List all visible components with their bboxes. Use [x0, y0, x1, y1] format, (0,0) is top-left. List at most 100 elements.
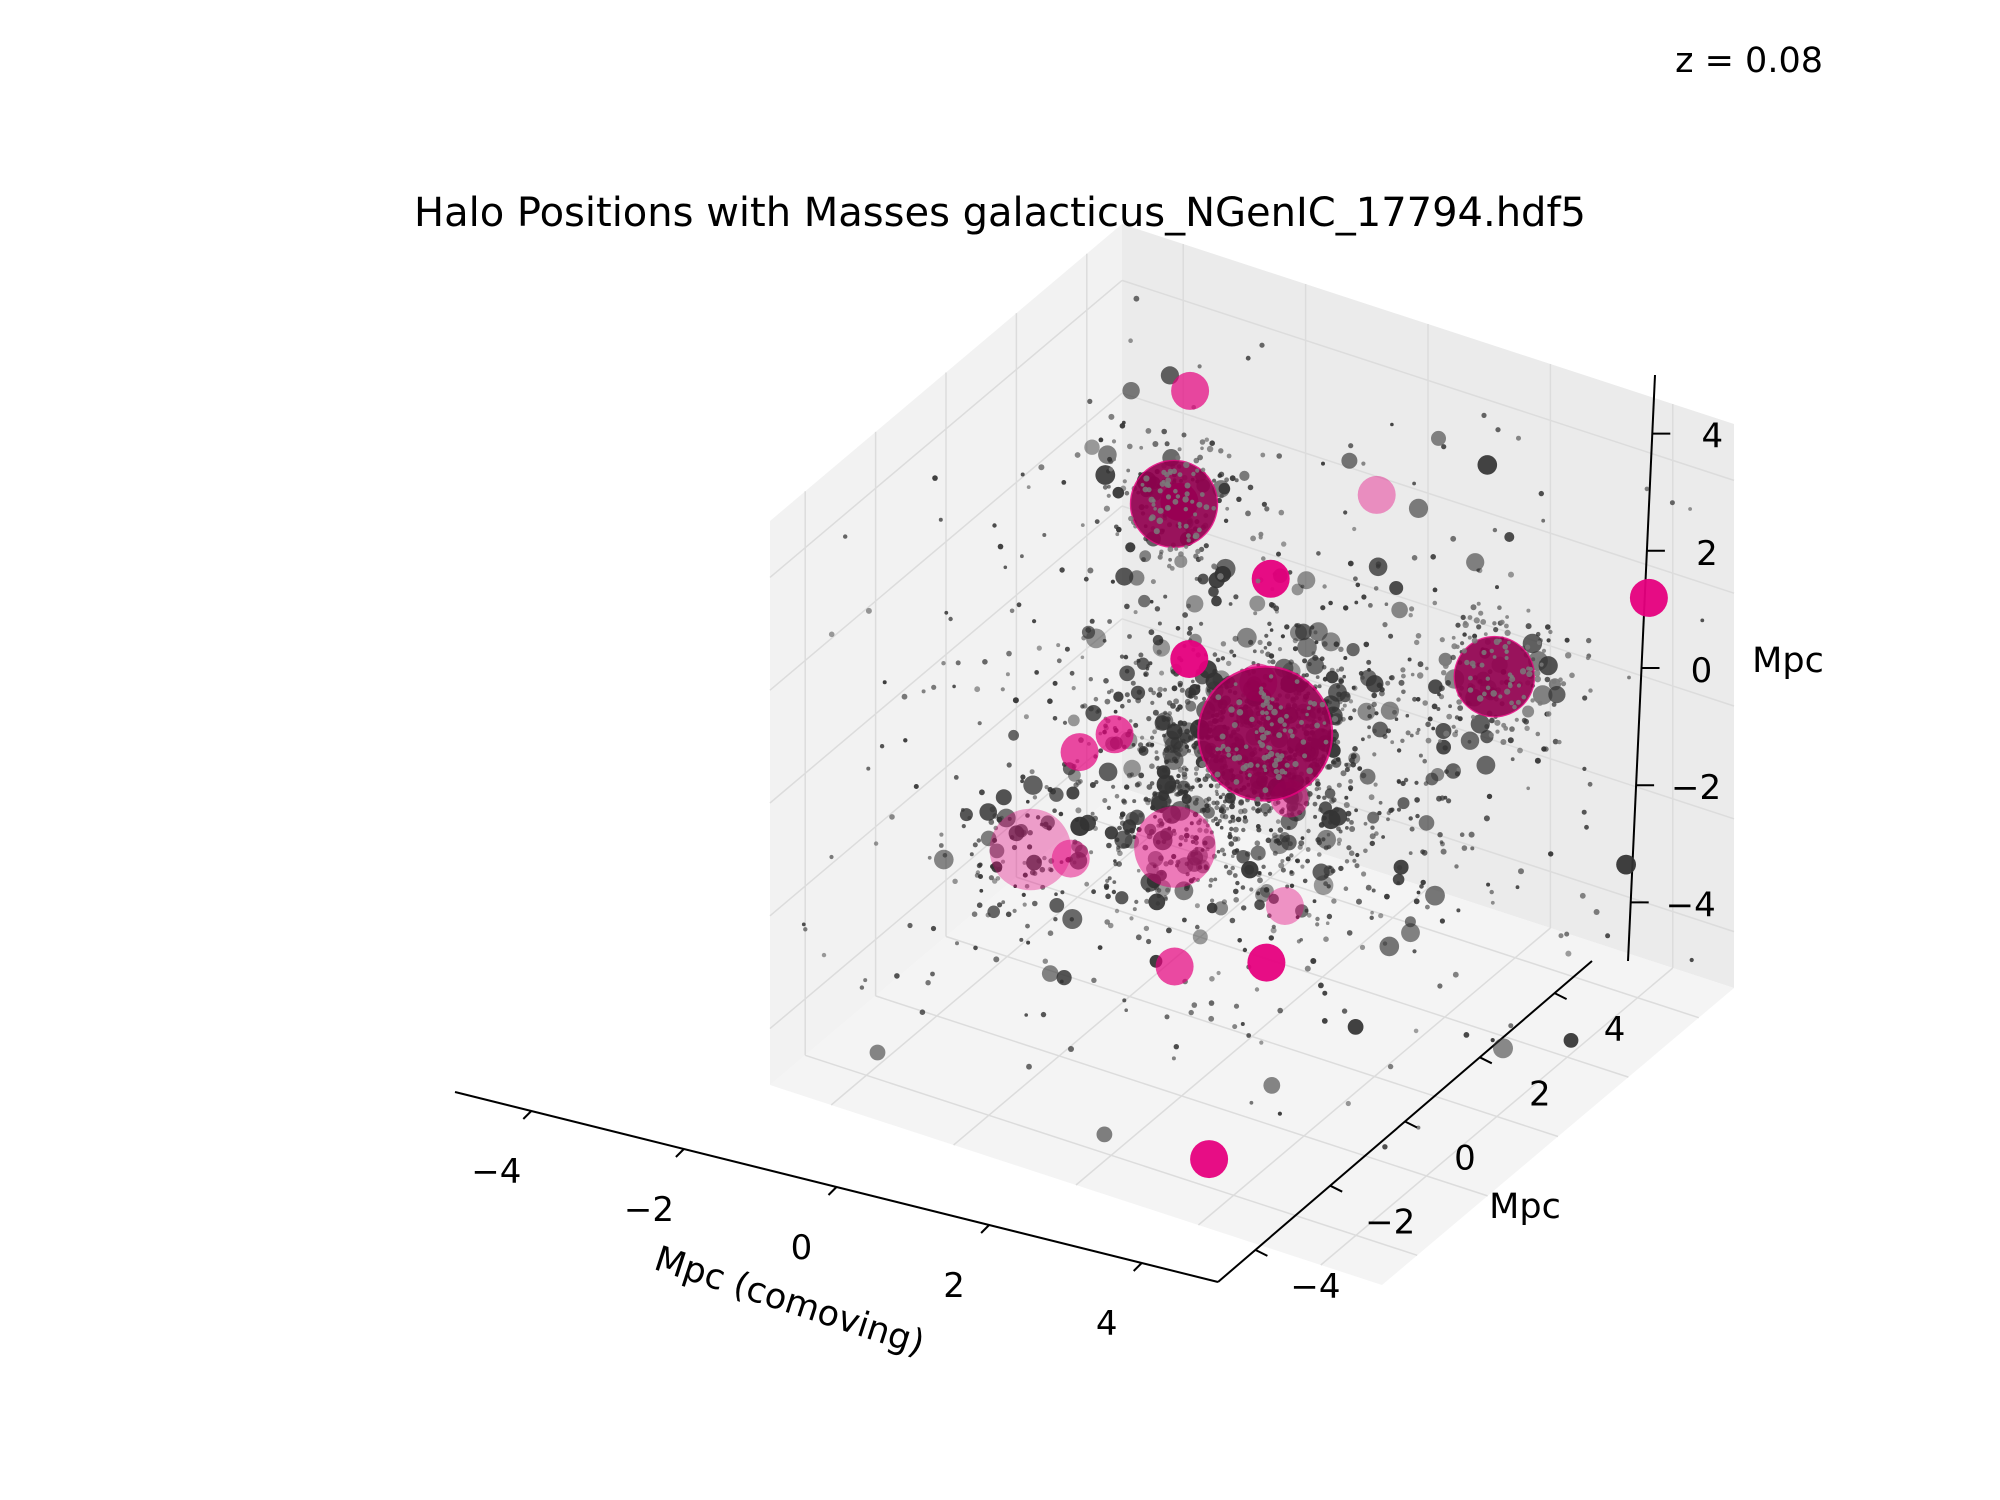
chart-title: Halo Positions with Masses galacticus_NG… — [414, 190, 1586, 236]
subhalo-point — [1052, 808, 1057, 813]
subhalo-point — [1295, 915, 1300, 919]
subhalo-point — [1202, 696, 1207, 702]
subhalo-point — [1184, 482, 1191, 489]
subhalo-point — [1302, 753, 1308, 759]
subhalo-point — [1226, 752, 1232, 758]
subhalo-point — [1379, 690, 1385, 697]
subhalo-point — [1386, 810, 1392, 816]
subhalo-point — [1440, 848, 1447, 855]
subhalo-point — [1401, 673, 1406, 679]
subhalo-point — [1233, 1003, 1240, 1009]
subhalo-point — [1150, 700, 1155, 706]
subhalo-point — [1200, 467, 1206, 472]
subhalo-point — [1299, 720, 1304, 725]
subhalo-point — [1192, 800, 1199, 806]
subhalo-point — [1405, 713, 1410, 718]
subhalo-point — [1439, 918, 1445, 924]
subhalo-point — [1237, 938, 1242, 943]
subhalo-point — [1467, 635, 1472, 640]
subhalo-point — [1124, 1008, 1128, 1012]
subhalo-point — [1587, 781, 1593, 787]
subhalo-point — [1090, 811, 1095, 816]
subhalo-point — [1288, 659, 1294, 665]
subhalo-point — [1182, 917, 1187, 923]
host-halo-core — [1454, 637, 1534, 717]
subhalo-point — [1276, 732, 1283, 739]
subhalo-point — [1356, 898, 1362, 905]
subhalo-point — [1335, 739, 1341, 745]
subhalo-point — [1300, 739, 1307, 745]
subhalo-point — [1236, 627, 1257, 648]
subhalo-point — [1287, 841, 1293, 847]
subhalo-point — [1312, 899, 1317, 904]
subhalo-point — [953, 775, 959, 780]
subhalo-point — [1431, 430, 1446, 446]
subhalo-point — [1189, 684, 1201, 696]
subhalo-point — [1534, 675, 1541, 683]
subhalo-point — [1314, 722, 1320, 729]
subhalo-point — [1367, 734, 1371, 739]
subhalo-point — [995, 789, 1012, 806]
subhalo-point — [1485, 676, 1491, 681]
subhalo-point — [1146, 938, 1152, 945]
subhalo-point — [1467, 739, 1472, 744]
subhalo-point — [1319, 656, 1325, 662]
subhalo-point — [1289, 853, 1294, 858]
subhalo-point — [1275, 819, 1281, 824]
subhalo-point — [1417, 661, 1424, 668]
subhalo-point — [1278, 705, 1284, 710]
subhalo-point — [1322, 990, 1328, 996]
subhalo-point — [1107, 876, 1112, 881]
subhalo-point — [1163, 687, 1167, 692]
subhalo-point — [1181, 765, 1187, 771]
subhalo-point — [1145, 743, 1150, 747]
subhalo-point — [1112, 486, 1125, 499]
subhalo-point — [1412, 949, 1417, 954]
subhalo-point — [1435, 723, 1452, 739]
subhalo-point — [1026, 854, 1042, 871]
subhalo-point — [829, 854, 834, 860]
subhalo-point — [1244, 851, 1251, 857]
subhalo-point — [1108, 467, 1114, 472]
subhalo-point — [1688, 507, 1692, 511]
subhalo-point — [1089, 782, 1096, 788]
subhalo-point — [1525, 623, 1532, 630]
subhalo-point — [1182, 496, 1189, 503]
subhalo-point — [1020, 472, 1025, 477]
subhalo-point — [1139, 445, 1144, 450]
subhalo-point — [1190, 499, 1195, 504]
subhalo-point — [1062, 720, 1068, 725]
subhalo-point — [1157, 488, 1163, 494]
subhalo-point — [1348, 699, 1354, 704]
subhalo-point — [1289, 870, 1294, 874]
subhalo-point — [1507, 737, 1514, 744]
subhalo-point — [1183, 461, 1190, 469]
subhalo-point — [1348, 850, 1355, 856]
subhalo-point — [967, 815, 972, 821]
subhalo-point — [1492, 527, 1498, 533]
subhalo-point — [1066, 786, 1080, 800]
subhalo-point — [1317, 852, 1322, 857]
subhalo-point — [1476, 624, 1482, 630]
subhalo-point — [1032, 619, 1037, 624]
subhalo-point — [1226, 869, 1233, 876]
subhalo-point — [1537, 656, 1542, 662]
subhalo-point — [1060, 890, 1065, 895]
subhalo-point — [1204, 437, 1210, 442]
subhalo-point — [1349, 820, 1354, 825]
subhalo-point — [1228, 602, 1233, 606]
subhalo-point — [1336, 782, 1342, 788]
subhalo-point — [1268, 828, 1274, 833]
subhalo-point — [1145, 666, 1150, 671]
subhalo-point — [1121, 799, 1128, 805]
subhalo-point — [1020, 554, 1024, 559]
subhalo-point — [1306, 791, 1313, 797]
subhalo-point — [993, 956, 1000, 963]
subhalo-point — [1047, 866, 1053, 872]
subhalo-point — [1146, 716, 1152, 722]
subhalo-point — [1345, 1100, 1351, 1107]
subhalo-point — [976, 863, 982, 869]
subhalo-point — [1054, 892, 1058, 896]
subhalo-point — [1188, 693, 1193, 698]
subhalo-point — [1245, 510, 1251, 517]
